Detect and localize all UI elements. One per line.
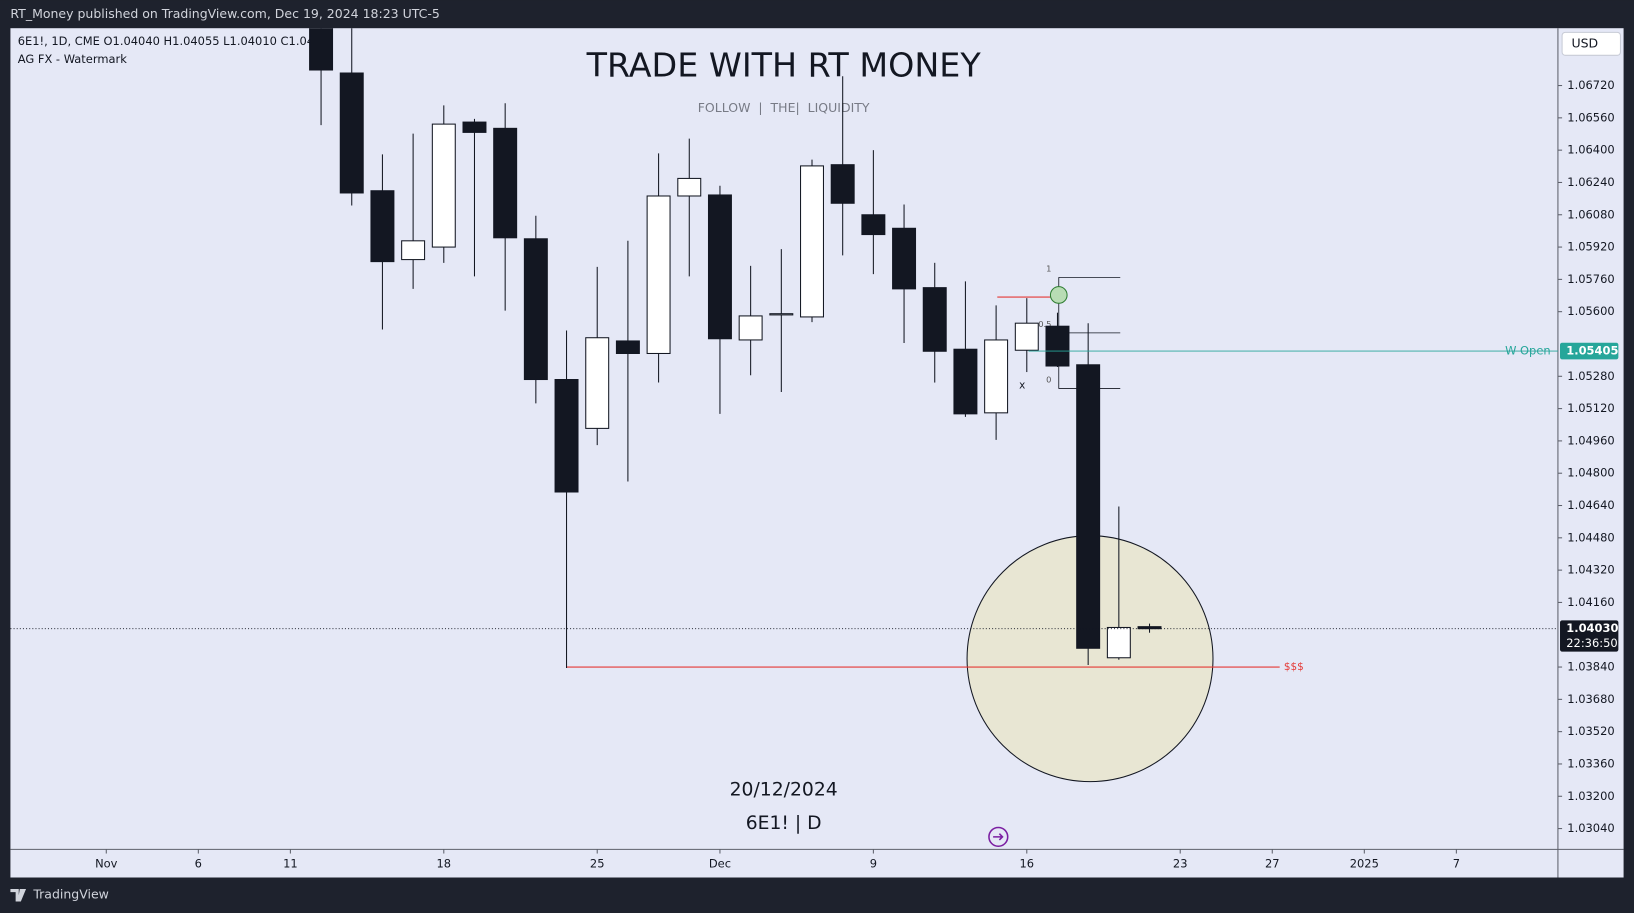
x-tick-label: 9 [870,856,877,870]
replay-icon[interactable] [988,826,1009,848]
last-price-label: 1.04030 [1566,621,1618,635]
x-tick-label: Dec [709,856,731,870]
candle-body [370,190,395,263]
y-tick-label: 1.04960 [1567,433,1614,447]
y-tick-label: 1.04640 [1567,498,1614,512]
candle-body [922,287,947,352]
watermark-date: 20/12/2024 [730,779,838,800]
y-tick-label: 1.05600 [1567,304,1614,318]
watermark-subtitle: FOLLOW | THE| LIQUIDITY [698,100,870,115]
y-tick-label: 1.03840 [1567,660,1614,674]
replay-arrow[interactable] [993,833,1004,841]
y-tick-label: 1.06400 [1567,143,1614,157]
y-tick-label: 1.03520 [1567,724,1614,738]
x-tick-label: Nov [95,856,118,870]
y-tick-label: 1.04480 [1567,530,1614,544]
candle-body [1106,626,1131,659]
y-tick-label: 1.05120 [1567,401,1614,415]
candle-body [1045,325,1070,367]
candle-body [401,240,426,261]
w-open-value: 1.05405 [1566,344,1618,358]
x-tick-label: 25 [590,856,605,870]
marker-circle [1049,286,1068,304]
w-open-box [1560,342,1619,360]
x-tick-label: 11 [283,856,298,870]
x-tick-label: 18 [437,856,452,870]
candle-body [462,121,487,133]
y-tick-label: 1.03200 [1567,789,1614,803]
x-tick-label: 27 [1265,856,1280,870]
y-tick-label: 1.04160 [1567,595,1614,609]
candle-body [830,164,855,204]
y-tick-label: 1.03040 [1567,821,1614,835]
candle-body [431,123,456,248]
x-tick-label: 16 [1020,856,1035,870]
liquidity-label: $$$ [1284,661,1304,673]
candle-body [984,339,1009,414]
publish-info: RT_Money published on TradingView.com, D… [10,6,439,21]
indicator-name: AG FX - Watermark [18,52,128,66]
y-tick-label: 1.04800 [1567,466,1614,480]
candle-body [585,337,610,429]
currency[interactable]: USD [1571,35,1598,50]
chart-area [10,28,1624,878]
brand: TradingView [32,887,109,902]
candle-body [554,379,579,493]
x-marker: x [1019,380,1025,392]
candle-body [523,238,548,381]
candle-body [707,194,732,340]
candle-body [738,315,763,341]
currency-box[interactable] [1561,31,1621,56]
candle-body [892,227,917,290]
fib-level-label: 1 [1046,264,1051,274]
candles [309,28,1162,669]
candle-body [1014,322,1039,351]
fib-level-label: 0 [1046,375,1051,385]
candle-body [493,127,518,239]
y-tick-label: 1.05920 [1567,240,1614,254]
watermark-symbol: 6E1! | D [746,813,822,834]
y-tick-label: 1.03360 [1567,756,1614,770]
x-tick-label: 7 [1453,856,1460,870]
last-price-box [1560,620,1619,652]
countdown: 22:36:50 [1566,636,1617,650]
x-tick-label: 23 [1173,856,1188,870]
candle-body [769,313,794,316]
y-tick-label: 1.06560 [1567,110,1614,124]
x-tick-label: 2025 [1350,856,1379,870]
y-tick-label: 1.06720 [1567,78,1614,92]
fib-level-label: 0.5 [1038,319,1051,329]
candle-body [1137,626,1162,630]
candle-body [953,348,978,415]
watermark-title: TRADE WITH RT MONEY [586,45,982,84]
candle-body [339,72,364,194]
y-tick-label: 1.03680 [1567,692,1614,706]
y-tick-label: 1.05760 [1567,272,1614,286]
candle-body [615,340,640,354]
candle-body [309,28,334,71]
candle-body [646,195,671,354]
x-tick-label: 6 [195,856,202,870]
symbol-line: 6E1!, 1D, CME O1.04040 H1.04055 L1.04010… [18,34,329,48]
w-open-name: W Open [1505,344,1551,358]
y-tick-label: 1.06240 [1567,175,1614,189]
candle-body [861,214,886,236]
candle-body [677,177,702,197]
y-tick-label: 1.04320 [1567,563,1614,577]
candle-body [800,165,824,318]
y-tick-label: 1.06080 [1567,207,1614,221]
y-tick-label: 1.05280 [1567,369,1614,383]
candle-body [1076,364,1101,649]
